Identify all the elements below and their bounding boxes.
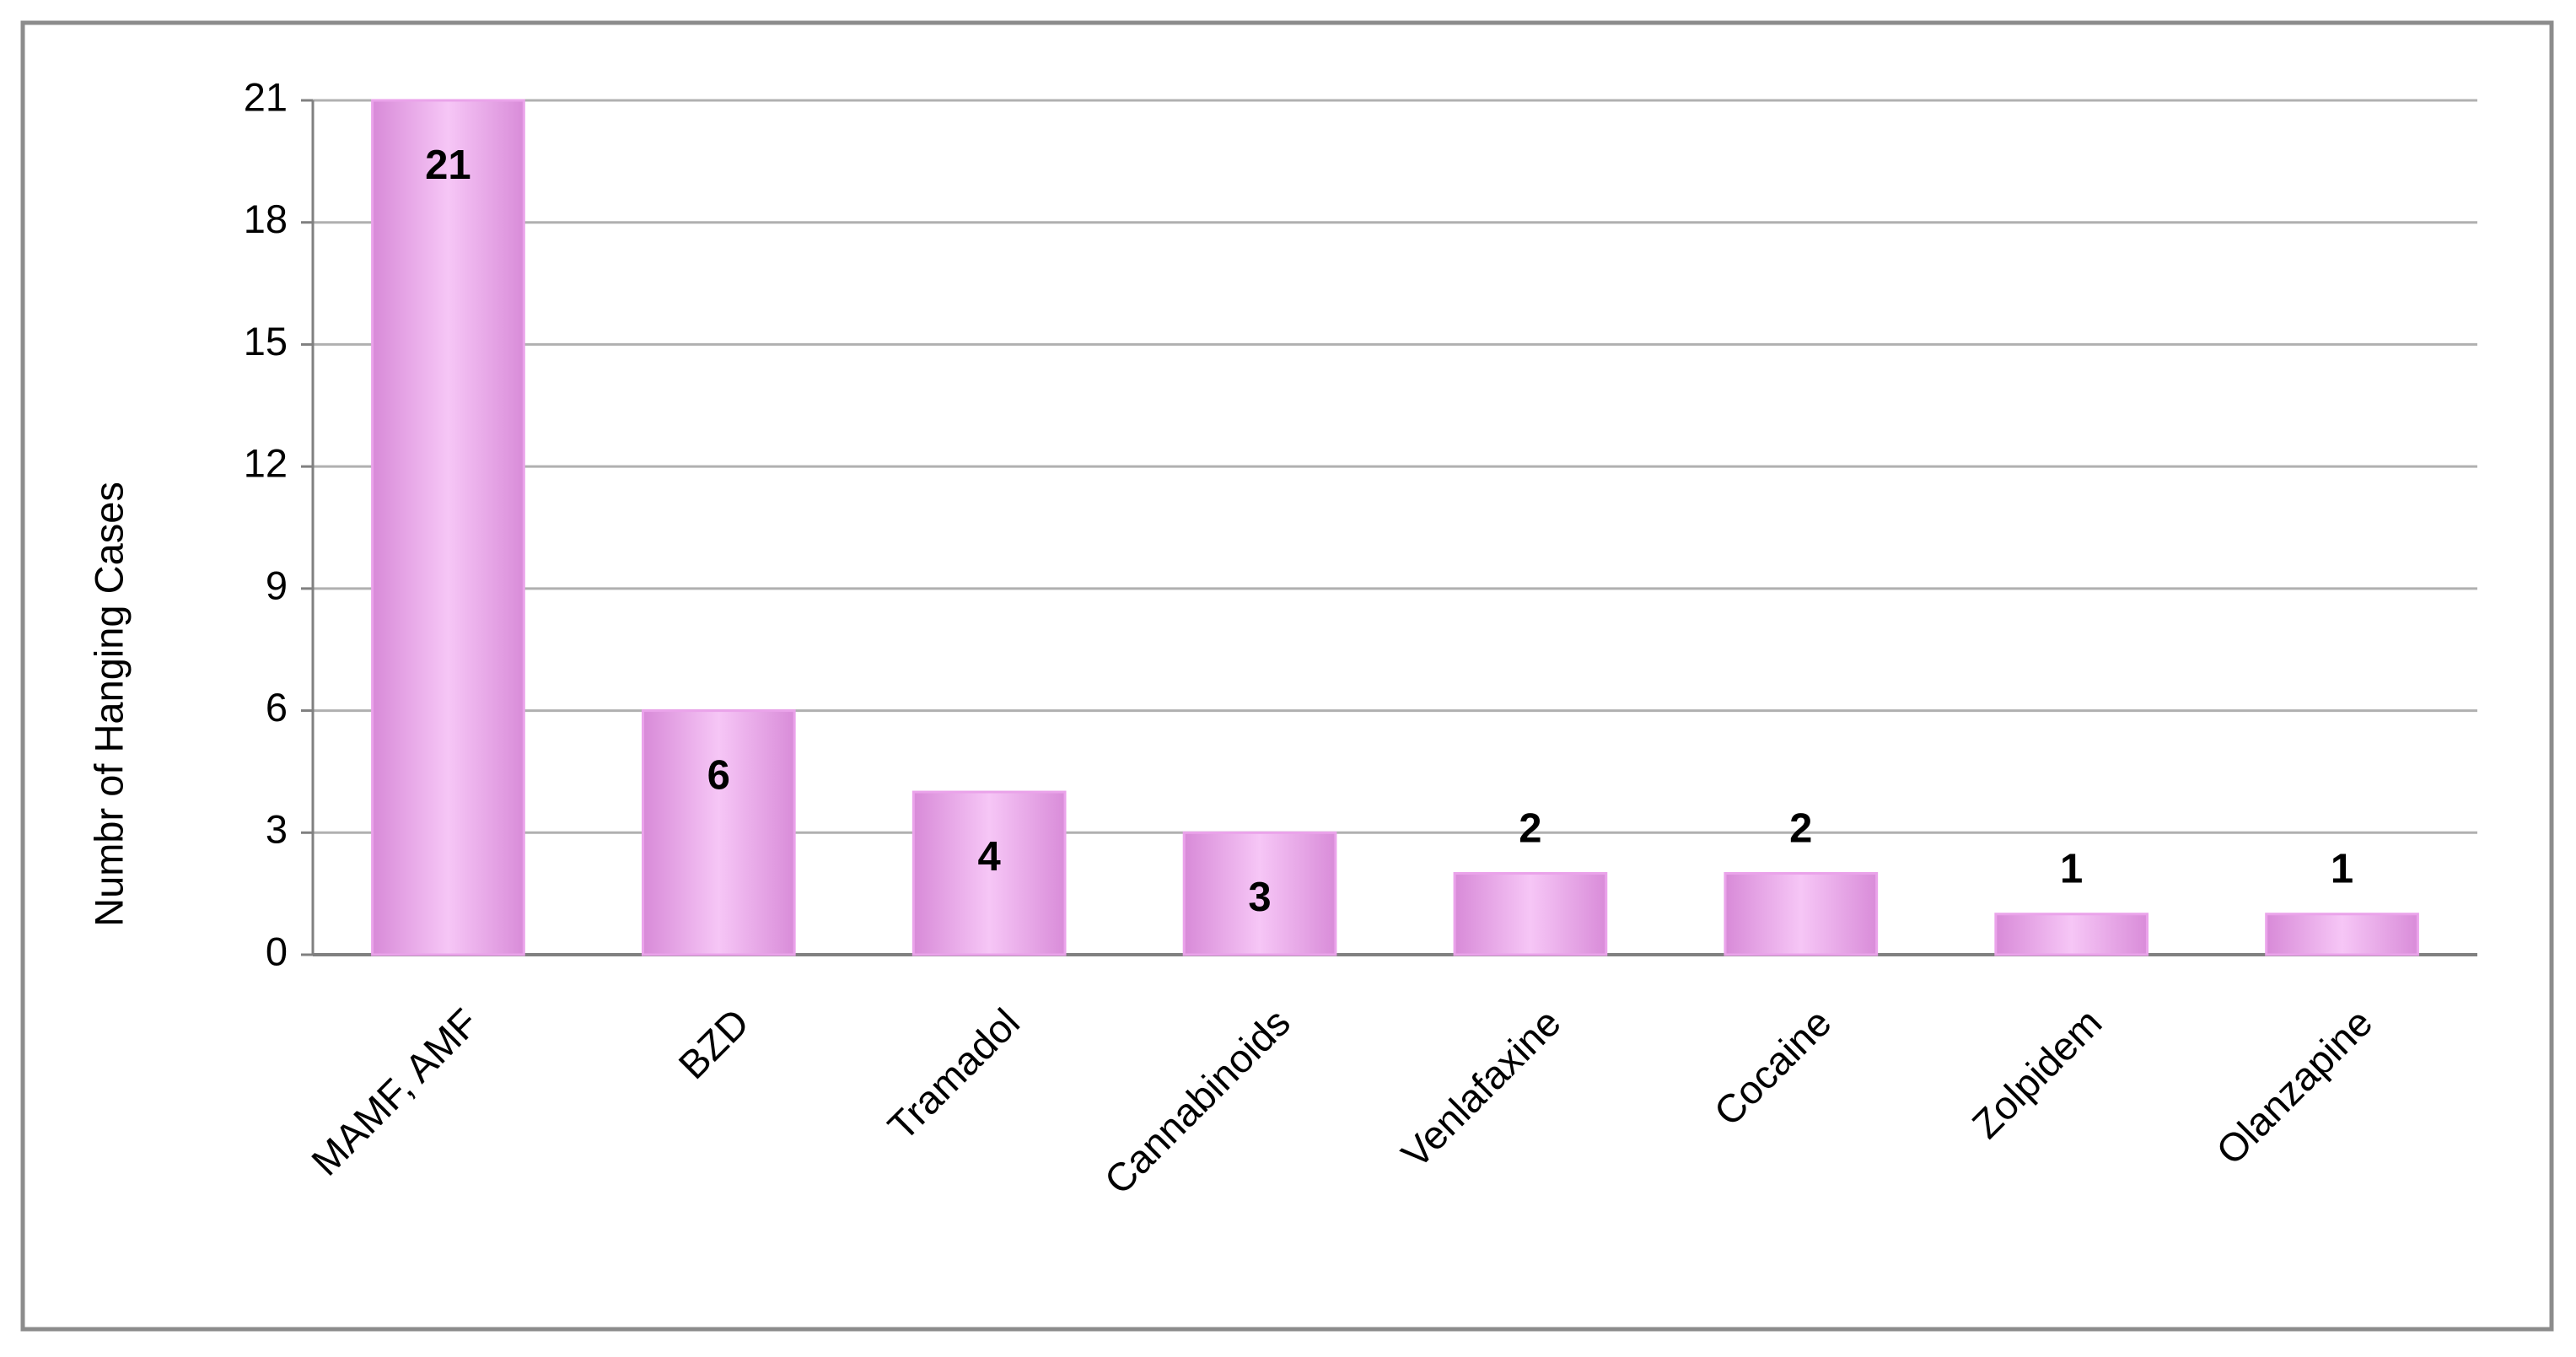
- y-tick-label: 3: [266, 807, 288, 852]
- y-tick-label: 6: [266, 685, 288, 730]
- y-tick-label: 21: [244, 74, 288, 119]
- bar: [912, 790, 1067, 956]
- data-label: 4: [978, 834, 1001, 880]
- y-tick-label: 18: [244, 197, 288, 241]
- data-label: 6: [707, 753, 730, 799]
- bar: [2265, 913, 2419, 956]
- bar: [641, 709, 796, 956]
- data-label: 1: [2331, 847, 2353, 892]
- data-label: 3: [1248, 875, 1271, 920]
- data-label: 2: [1789, 805, 1812, 851]
- y-axis-label: Numbr of Hanging Cases: [86, 482, 131, 927]
- y-tick-label: 0: [266, 929, 288, 973]
- bar: [1453, 872, 1608, 956]
- bar: [1724, 872, 1879, 956]
- data-label: 2: [1519, 805, 1541, 851]
- y-tick-label: 15: [244, 319, 288, 363]
- y-tick-label: 9: [266, 563, 288, 607]
- bar: [371, 99, 525, 956]
- data-label: 21: [425, 143, 471, 188]
- data-label: 1: [2060, 847, 2083, 892]
- bar: [1994, 913, 2149, 956]
- bar: [1182, 831, 1337, 956]
- y-tick-label: 12: [244, 441, 288, 486]
